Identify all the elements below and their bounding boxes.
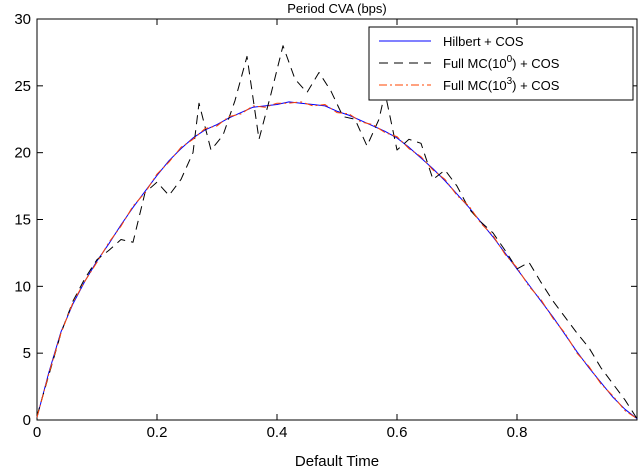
legend-label-1: Hilbert + COS — [443, 34, 524, 49]
y-tick-label: 10 — [14, 278, 31, 295]
series-line-1 — [36, 101, 638, 420]
y-tick-label: 25 — [14, 78, 31, 95]
x-tick-label: 0.8 — [507, 424, 528, 441]
x-tick-label: 0.6 — [387, 424, 408, 441]
x-axis: 0 0.2 0.4 0.6 0.8 — [33, 19, 528, 441]
y-tick-label: 0 — [23, 412, 31, 429]
legend-label-3: Full MC(103) + COS — [443, 76, 560, 93]
series-lines — [36, 45, 638, 420]
x-axis-label: Default Time — [295, 453, 379, 470]
y-tick-label: 5 — [23, 345, 31, 362]
series-line-2 — [36, 45, 638, 419]
x-tick-label: 0 — [33, 424, 41, 441]
series-line-3 — [36, 101, 638, 420]
chart-title: Period CVA (bps) — [287, 1, 386, 16]
legend-label-2: Full MC(100) + COS — [443, 54, 560, 71]
y-axis: 0 5 10 15 20 25 30 — [14, 11, 637, 429]
y-tick-label: 30 — [14, 11, 31, 28]
y-tick-label: 15 — [14, 212, 31, 229]
x-tick-label: 0.2 — [147, 424, 168, 441]
legend: Hilbert + COS Full MC(100) + COS Full MC(1… — [368, 26, 634, 101]
x-tick-label: 0.4 — [267, 424, 288, 441]
y-tick-label: 20 — [14, 145, 31, 162]
